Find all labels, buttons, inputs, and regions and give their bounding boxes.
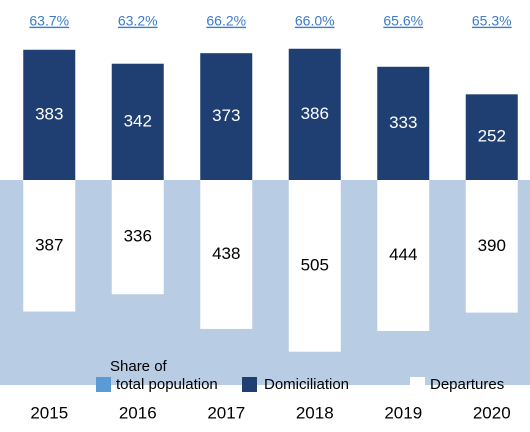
data-label: 373 xyxy=(212,106,240,125)
legend-label: Domiciliation xyxy=(264,376,349,393)
data-label: 66.2% xyxy=(206,13,246,29)
bar xyxy=(465,94,518,180)
x-tick-label: 2017 xyxy=(207,403,245,422)
bar xyxy=(288,180,341,352)
data-label: 390 xyxy=(478,236,506,255)
data-label: 66.0% xyxy=(295,13,335,29)
background xyxy=(0,180,530,385)
data-label: 252 xyxy=(478,127,506,146)
legend-label: Departures xyxy=(430,376,504,393)
bar xyxy=(377,66,430,180)
bar xyxy=(23,49,76,180)
data-label: 65.3% xyxy=(472,13,512,29)
data-label: 63.2% xyxy=(118,13,158,29)
bar xyxy=(200,180,253,329)
legend-swatch xyxy=(96,377,111,392)
data-label: 63.7% xyxy=(29,13,69,29)
data-label: 383 xyxy=(35,104,63,123)
x-tick-label: 2016 xyxy=(119,403,157,422)
data-label: 336 xyxy=(124,227,152,246)
data-label: 386 xyxy=(301,104,329,123)
bar xyxy=(111,180,164,295)
data-label: 342 xyxy=(124,111,152,130)
legend-swatch xyxy=(410,377,425,392)
x-tick-label: 2020 xyxy=(473,403,511,422)
legend-label: Share of total population xyxy=(110,358,218,393)
data-label: 505 xyxy=(301,255,329,274)
x-tick-label: 2019 xyxy=(384,403,422,422)
data-label: 444 xyxy=(389,245,417,264)
data-label: 387 xyxy=(35,235,63,254)
data-label: 65.6% xyxy=(383,13,423,29)
bar xyxy=(465,180,518,313)
data-label: 333 xyxy=(389,113,417,132)
legend-swatch xyxy=(242,377,257,392)
bar xyxy=(377,180,430,331)
bar xyxy=(288,48,341,181)
data-label: 438 xyxy=(212,244,240,263)
x-tick-label: 2018 xyxy=(296,403,334,422)
bar xyxy=(111,63,164,180)
x-tick-label: 2015 xyxy=(30,403,68,422)
bar xyxy=(200,53,253,180)
bar xyxy=(23,180,76,312)
